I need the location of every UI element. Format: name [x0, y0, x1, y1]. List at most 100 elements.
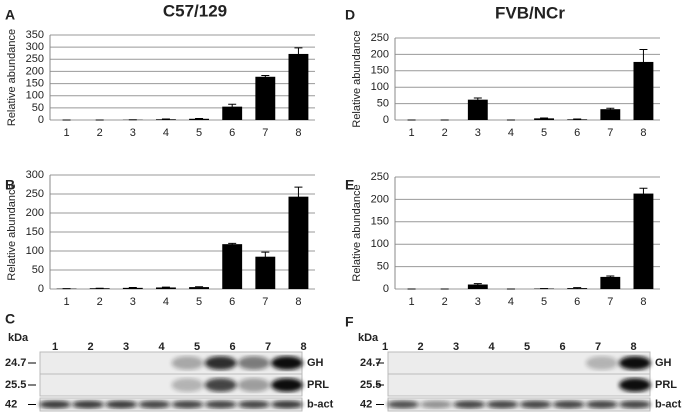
- marker-label: 42: [5, 398, 17, 410]
- blot-band: [519, 400, 552, 409]
- bar: [600, 276, 621, 289]
- blot-band: [619, 378, 651, 392]
- error-bar: [261, 75, 270, 78]
- x-tick-label: 1: [64, 127, 70, 139]
- y-tick-label: 50: [32, 264, 44, 276]
- x-tick-label: 3: [130, 127, 136, 139]
- bar: [156, 287, 176, 289]
- error-bar: [639, 48, 648, 75]
- x-tick-label: 7: [607, 296, 613, 308]
- blot-band: [171, 378, 204, 392]
- bar: [534, 118, 554, 120]
- x-tick-label: 7: [262, 127, 268, 139]
- x-tick-label: 8: [640, 296, 646, 308]
- x-tick-label: 2: [97, 296, 103, 308]
- lane-label: 3: [123, 341, 129, 353]
- blot-band: [387, 400, 419, 409]
- marker-label: 24.7: [5, 357, 26, 369]
- bar: [222, 106, 243, 120]
- blot-band: [271, 400, 303, 409]
- blot-band: [271, 356, 303, 370]
- bar: [467, 284, 488, 289]
- y-tick-label: 50: [377, 98, 389, 110]
- panel-letter: E: [345, 177, 354, 193]
- x-tick-label: 3: [475, 127, 481, 139]
- y-tick-label: 100: [371, 238, 389, 250]
- blot-band: [171, 400, 204, 409]
- blot-band: [453, 400, 486, 409]
- x-tick-label: 8: [295, 296, 301, 308]
- panel-letter: B: [5, 177, 15, 193]
- blot-band: [420, 400, 453, 409]
- y-tick-label: 150: [371, 216, 389, 228]
- lane-label: 2: [417, 341, 423, 353]
- lane-label: 4: [158, 341, 165, 353]
- y-tick-label: 200: [371, 48, 389, 60]
- error-bar: [639, 187, 648, 199]
- x-tick-label: 4: [163, 127, 169, 139]
- y-tick-label: 250: [26, 53, 44, 65]
- x-tick-label: 6: [574, 296, 580, 308]
- bar: [255, 76, 276, 120]
- lane-label: 1: [382, 341, 388, 353]
- error-bar: [128, 286, 137, 289]
- bar: [288, 196, 309, 289]
- blot-strip: [387, 373, 651, 397]
- bar: [255, 256, 276, 289]
- blot-band: [39, 400, 71, 409]
- y-tick-label: 250: [371, 32, 389, 44]
- x-tick-label: 1: [409, 127, 415, 139]
- error-bar: [228, 242, 237, 245]
- y-tick-label: 50: [32, 102, 44, 114]
- y-tick-label: 200: [26, 65, 44, 77]
- y-tick-label: 250: [371, 171, 389, 183]
- bar: [600, 109, 621, 120]
- error-bar: [540, 117, 549, 119]
- column-header: FVB/NCr: [495, 3, 565, 22]
- x-tick-label: 7: [607, 127, 613, 139]
- blot-band: [138, 400, 171, 409]
- x-tick-label: 4: [508, 127, 514, 139]
- y-tick-label: 100: [26, 245, 44, 257]
- error-bar: [473, 283, 482, 286]
- band-label: GH: [307, 357, 324, 369]
- bar: [189, 287, 209, 289]
- blot-band: [204, 356, 237, 370]
- blot-band: [204, 400, 237, 409]
- error-bar: [294, 47, 303, 61]
- y-tick-label: 0: [38, 283, 44, 295]
- lane-label: 4: [488, 341, 495, 353]
- band-label: b-act: [307, 398, 334, 410]
- lane-label: 6: [229, 341, 235, 353]
- error-bar: [261, 251, 270, 262]
- x-tick-label: 4: [163, 296, 169, 308]
- blot-band: [619, 400, 651, 409]
- error-bar: [606, 275, 615, 278]
- y-tick-label: 150: [371, 65, 389, 77]
- y-tick-label: 300: [26, 41, 44, 53]
- x-tick-label: 6: [574, 127, 580, 139]
- y-axis-label: Relative abundance: [6, 183, 18, 280]
- blot-band: [204, 378, 237, 392]
- bar: [288, 53, 309, 120]
- blot-band: [552, 400, 585, 409]
- marker-label: 25.5: [5, 379, 26, 391]
- x-tick-label: 5: [196, 296, 202, 308]
- x-tick-label: 3: [130, 296, 136, 308]
- y-tick-label: 0: [38, 114, 44, 126]
- bar: [633, 61, 654, 120]
- error-bar: [573, 287, 582, 289]
- panel-letter: A: [5, 7, 15, 23]
- x-tick-label: 2: [442, 127, 448, 139]
- y-axis-label: Relative abundance: [351, 184, 363, 281]
- blot-band: [237, 378, 270, 392]
- blot-band: [585, 356, 618, 370]
- y-axis-label: Relative abundance: [6, 29, 18, 126]
- error-bar: [294, 186, 303, 207]
- x-tick-label: 1: [409, 296, 415, 308]
- bar: [467, 99, 488, 120]
- blot-band: [619, 356, 651, 370]
- y-tick-label: 200: [26, 207, 44, 219]
- lane-label: 1: [52, 341, 58, 353]
